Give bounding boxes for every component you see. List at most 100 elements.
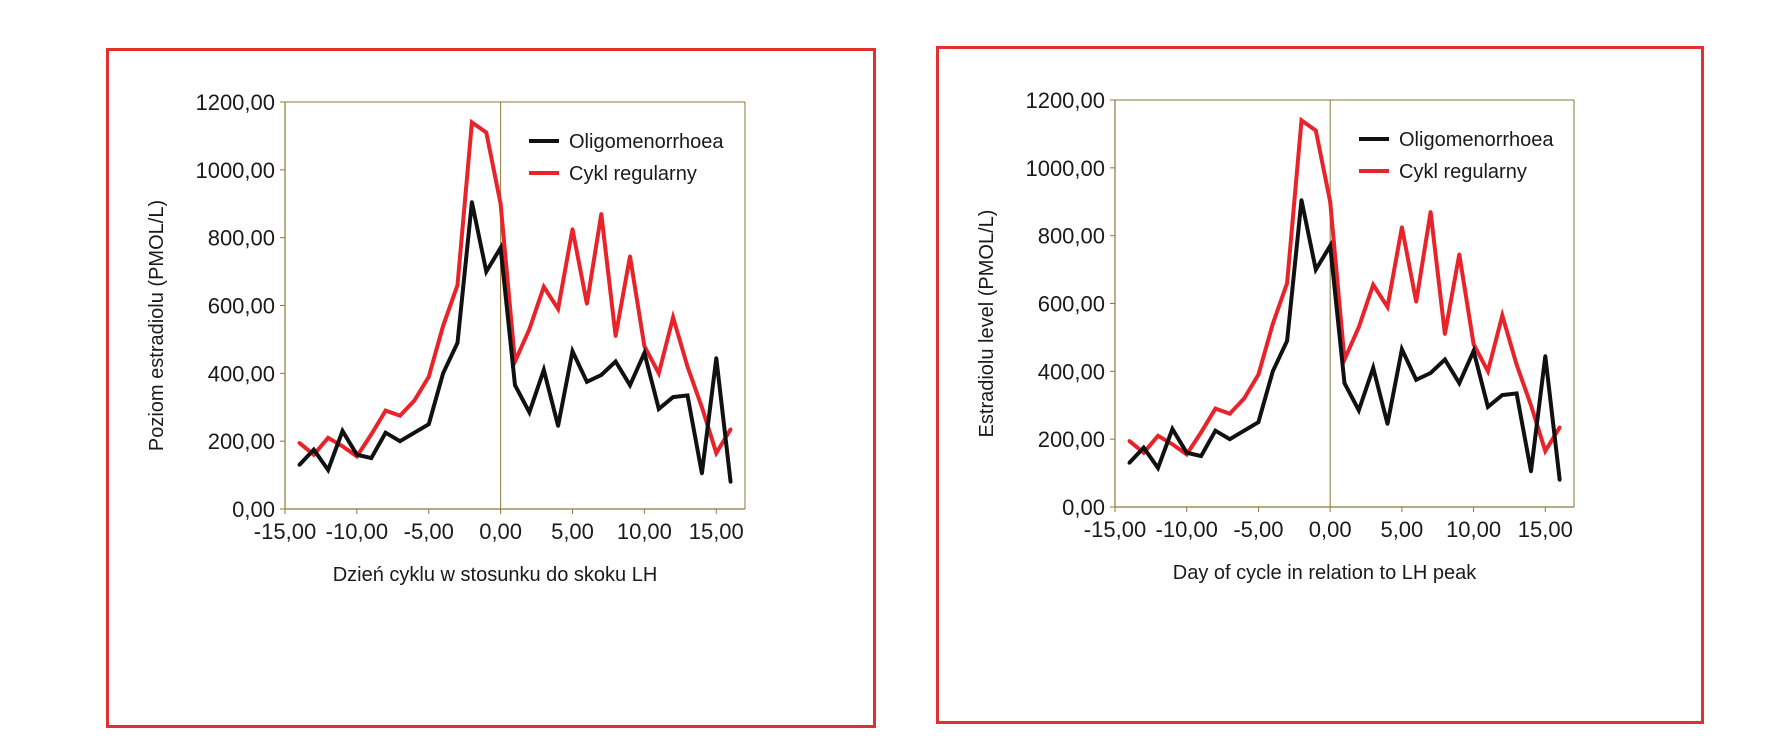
chart0-data-point	[556, 424, 560, 428]
chart1-data-point	[1500, 393, 1505, 397]
chart0-data-point	[685, 364, 690, 369]
chart0-data-point	[297, 441, 302, 445]
chart0-data-point	[656, 371, 661, 376]
chart0-data-point	[498, 201, 503, 206]
chart0-data-point	[541, 368, 546, 372]
chart1-data-point	[1199, 454, 1203, 458]
chart1-data-point	[1557, 425, 1562, 430]
chart0-data-point	[441, 371, 445, 376]
chart0-data-point	[628, 383, 632, 388]
chart1-data-point	[1557, 478, 1562, 482]
chart1-data-point	[1385, 422, 1390, 426]
chart1-x-tick-label: -5,00	[1233, 517, 1283, 542]
chart1-data-point	[1443, 332, 1447, 336]
chart0-data-point	[541, 285, 546, 289]
chart0-data-point	[455, 283, 460, 287]
chart0-x-tick-label: 10,00	[617, 519, 672, 544]
chart0-x-tick-label: -10,00	[326, 519, 388, 544]
chart1-data-point	[1371, 366, 1375, 370]
chart1-data-point	[1342, 381, 1347, 386]
chart0-y-tick-label: 600,00	[208, 294, 275, 319]
chart0-data-point	[470, 200, 474, 204]
chart0-data-point	[311, 447, 316, 452]
chart1-data-point	[1156, 433, 1160, 438]
chart1-y-tick-label: 400,00	[1038, 359, 1105, 384]
chart1-data-point	[1285, 281, 1289, 285]
chart1-data-point	[1242, 396, 1246, 401]
chart1-x-axis-title: Day of cycle in relation to LH peak	[1173, 562, 1477, 584]
chart1-y-tick-label: 800,00	[1038, 224, 1105, 249]
chart0-x-tick-label: 5,00	[551, 519, 594, 544]
chart1-data-point	[1357, 408, 1361, 413]
chart0-data-point	[728, 480, 733, 484]
chart1-data-point	[1471, 342, 1476, 347]
chart0-data-point	[398, 413, 402, 418]
chart0-x-tick-label: -5,00	[404, 519, 454, 544]
chart0-data-point	[700, 471, 704, 476]
chart0-data-point	[570, 349, 575, 354]
chart0-data-point	[570, 227, 575, 231]
chart1-y-tick-label: 200,00	[1038, 427, 1105, 452]
chart1-y-tick-label: 600,00	[1038, 292, 1105, 317]
chart0-y-axis-title: Poziom estradiolu (PMOL/L)	[146, 200, 168, 451]
chart1-data-point	[1486, 405, 1490, 409]
chart0-data-point	[426, 422, 431, 427]
chart0-y-tick-label: 800,00	[208, 226, 275, 251]
chart0-data-point	[671, 395, 675, 399]
chart0-data-point	[398, 439, 402, 443]
chart1-data-point	[1184, 450, 1189, 455]
chart1-data-point	[1543, 354, 1548, 358]
chart1-data-point	[1457, 252, 1462, 257]
chart0-data-point	[599, 373, 604, 377]
chart1-x-tick-label: -10,00	[1156, 517, 1218, 542]
chart0-data-point	[383, 408, 388, 413]
chart1-data-point	[1543, 449, 1548, 453]
chart0-data-point	[355, 452, 359, 457]
chart0-data-point	[585, 380, 589, 384]
chart-panel-polish: 0,00 200,00 400,00 600,00 800,00 1000,00 1200,…	[106, 48, 876, 728]
chart1-data-point	[1299, 118, 1304, 123]
chart1-data-point	[1414, 300, 1419, 304]
chart0-x-tick-label: -15,00	[254, 519, 316, 544]
chart1-data-point	[1428, 371, 1433, 375]
chart0-x-tick-label: 0,00	[479, 519, 522, 544]
chart1-legend-label: Oligomenorrhoea	[1399, 129, 1554, 151]
chart1-data-point	[1141, 445, 1146, 450]
chart0-data-point	[326, 435, 330, 440]
chart-polish: 0,00 200,00 400,00 600,00 800,00 1000,00 1200,…	[146, 90, 746, 586]
chart1-data-point	[1471, 349, 1476, 353]
chart1-data-point	[1486, 369, 1490, 374]
chart0-data-point	[412, 398, 417, 403]
chart1-data-point	[1529, 403, 1533, 408]
chart0-data-point	[642, 351, 647, 355]
chart1-data-point	[1385, 305, 1390, 309]
chart1-y-tick-label: 1000,00	[1025, 156, 1105, 181]
chart0-data-point	[455, 341, 460, 345]
chart1-data-point	[1242, 428, 1246, 433]
chart1-x-tick-label: 15,00	[1518, 517, 1573, 542]
chart1-data-point	[1127, 439, 1132, 443]
chart0-data-point	[484, 130, 489, 135]
chart0-data-point	[383, 430, 388, 435]
chart0-data-point	[340, 429, 345, 433]
chart1-data-point	[1299, 198, 1304, 202]
chart1-data-point	[1428, 210, 1433, 214]
chart1-data-point	[1400, 225, 1404, 229]
chart0-data-point	[671, 315, 675, 320]
chart1-data-point	[1328, 199, 1332, 204]
chart0-data-point	[714, 451, 719, 455]
chart0-x-axis-title: Dzień cyklu w stosunku do skoku LH	[333, 564, 658, 586]
chart0-data-point	[297, 463, 302, 467]
chart1-data-point	[1213, 428, 1218, 433]
chart0-y-tick-label: 200,00	[208, 429, 275, 454]
chart1-data-point	[1414, 378, 1419, 382]
chart1-data-point	[1285, 339, 1289, 343]
chart0-y-tick-label: 400,00	[208, 361, 275, 386]
chart1-data-point	[1443, 357, 1447, 362]
chart0-data-point	[714, 356, 719, 360]
chart0-data-point	[613, 359, 618, 364]
chart1-data-point	[1314, 128, 1318, 133]
chart0-data-point	[527, 327, 532, 332]
chart1-data-point	[1227, 411, 1232, 416]
chart1-data-point	[1529, 469, 1533, 474]
